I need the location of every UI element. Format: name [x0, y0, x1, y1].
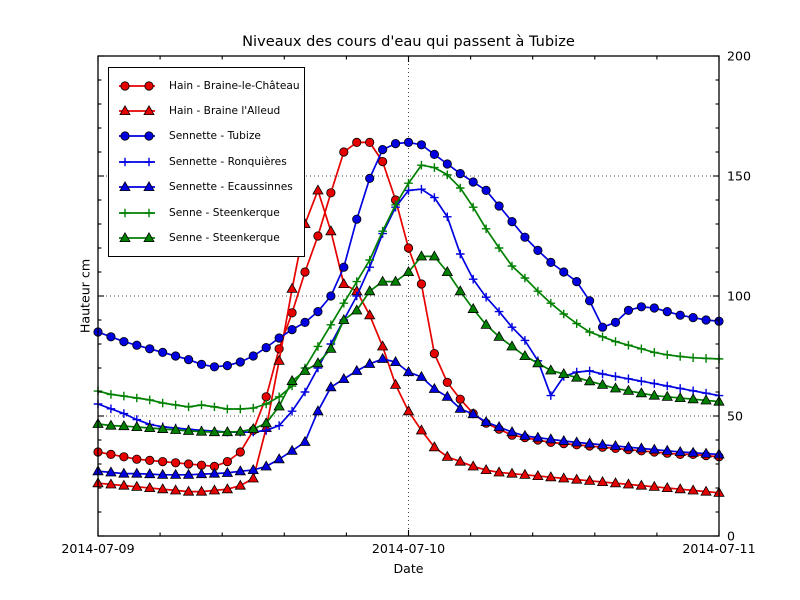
y-tick-label: 200: [727, 48, 751, 63]
legend-entry-senne-steenkerque-2: Senne - Steenkerque: [117, 225, 296, 250]
x-tick-label: 2014-07-10: [372, 541, 445, 556]
legend-entry-senne-steenkerque-1: Senne - Steenkerque: [117, 200, 296, 225]
circle-marker-sample: [119, 131, 155, 142]
legend-entry-hain-braine-le-chateau: Hain - Braine-le-Château: [117, 73, 300, 98]
triangle-marker-sample: [119, 232, 155, 243]
x-tick-label: 2014-07-09: [61, 541, 134, 556]
legend-entry-sennette-ronquieres: Sennette - Ronquières: [117, 149, 296, 174]
ticks: [97, 55, 720, 537]
legend-label: Hain - Braine-le-Château: [169, 79, 300, 92]
x-tick-label: 2014-07-11: [682, 541, 755, 556]
series-hain-braine-l-alleud: [92, 184, 725, 497]
series-sennette-tubize: [93, 137, 724, 372]
gridlines: [98, 56, 719, 536]
series-senne-steenkerque-2: [92, 250, 725, 437]
legend-label: Hain - Braine l'Alleud: [169, 105, 281, 118]
series-senne-steenkerque-1: [93, 160, 724, 414]
legend-label: Senne - Steenkerque: [169, 232, 280, 245]
plus-marker-sample: [119, 157, 155, 167]
chart-title: Niveaux des cours d'eau qui passent à Tu…: [242, 33, 575, 50]
series-sennette-ecaussinnes: [92, 352, 725, 479]
tick-labels: 2014-07-09 2014-07-10 2014-07-110 50 100 150 2…: [61, 48, 755, 556]
plus-marker-sample: [119, 208, 155, 217]
y-tick-label: 150: [727, 168, 751, 183]
legend-label: Sennette - Ronquières: [169, 155, 287, 168]
y-tick-label: 100: [727, 288, 751, 303]
y-tick-label: 50: [727, 408, 743, 423]
legend-label: Sennette - Ecaussinnes: [169, 181, 293, 194]
triangle-marker-sample: [119, 181, 155, 192]
circle-marker-sample: [119, 81, 155, 91]
x-axis-label: Date: [393, 561, 424, 576]
y-tick-label: 0: [727, 528, 735, 543]
legend-entry-hain-braine-l-alleud: Hain - Braine l'Alleud: [117, 98, 296, 123]
legend-entry-sennette-ecaussinnes: Sennette - Ecaussinnes: [117, 175, 296, 200]
triangle-marker-sample: [119, 105, 155, 116]
legend-label: Senne - Steenkerque: [169, 206, 280, 219]
legend-entry-sennette-tubize: Sennette - Tubize: [117, 124, 296, 149]
legend: Hain - Braine-le-Château Hain - Braine l'…: [108, 67, 305, 257]
legend-label: Sennette - Tubize: [169, 130, 261, 143]
